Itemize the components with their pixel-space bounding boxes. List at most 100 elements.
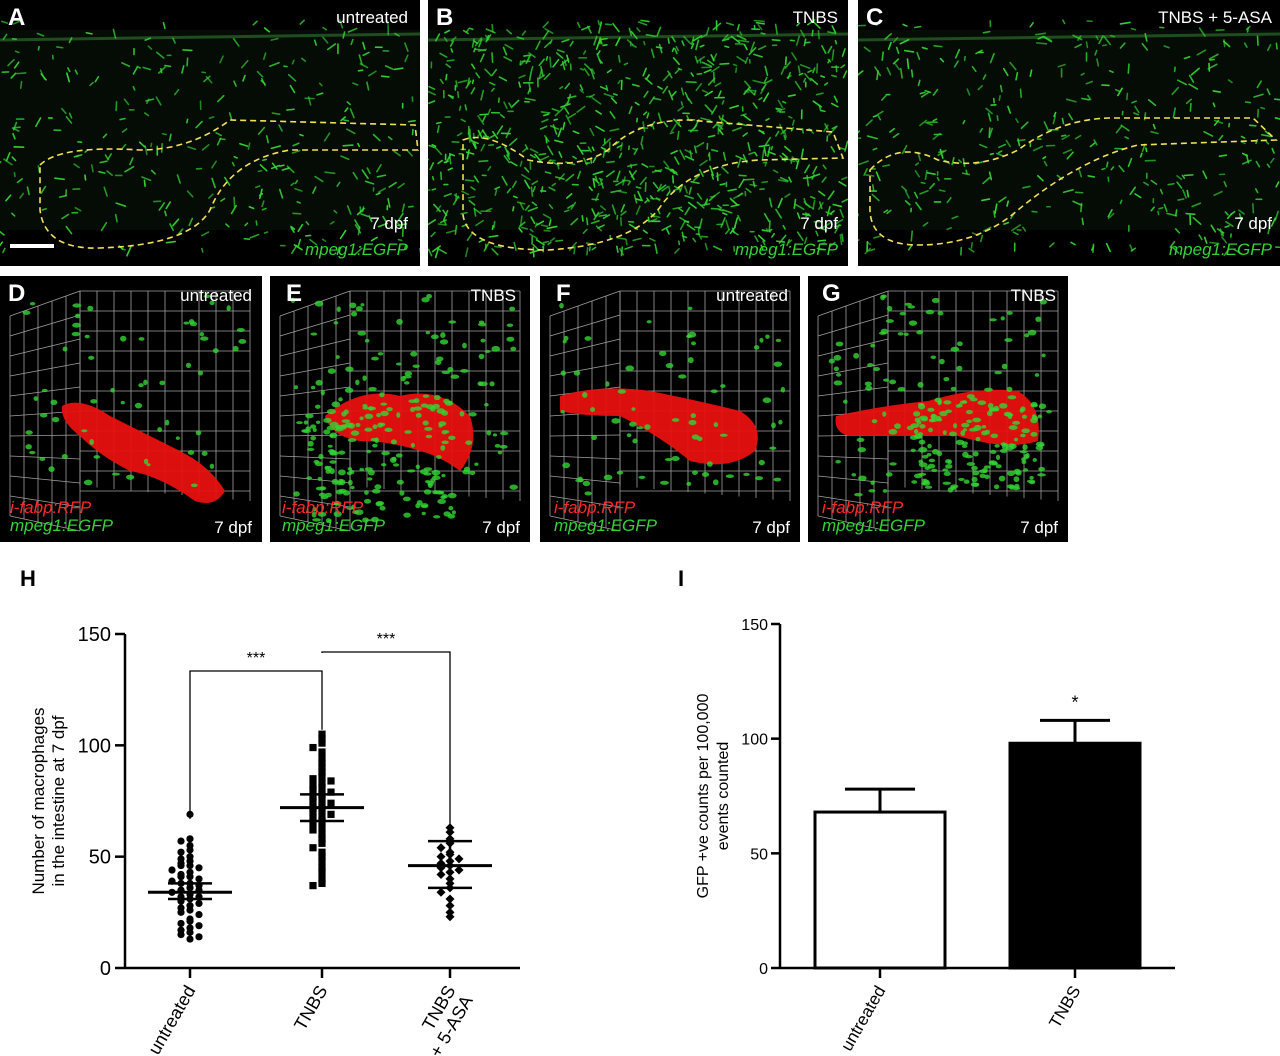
macrophage-cell — [532, 185, 536, 193]
macrophage-cell — [351, 504, 356, 510]
macrophage-cell — [158, 202, 166, 211]
macrophage-cell — [291, 244, 298, 254]
macrophage-cell — [506, 150, 510, 155]
grid-line — [9, 314, 81, 337]
macrophage-cell — [996, 115, 999, 121]
macrophage-cell — [998, 143, 1007, 149]
macrophage-cell — [690, 180, 700, 185]
macrophage-cell — [338, 450, 346, 455]
macrophage-cell — [484, 402, 489, 407]
macrophage-cell — [679, 149, 686, 160]
macrophage-cell — [1139, 152, 1143, 158]
data-point — [327, 799, 335, 807]
macrophage-cell — [664, 458, 673, 462]
macrophage-cell — [326, 43, 337, 51]
macrophage-cell — [812, 20, 821, 29]
macrophage-cell — [327, 368, 336, 374]
macrophage-cell — [1254, 188, 1259, 194]
macrophage-cell — [354, 219, 361, 230]
macrophage-cell — [998, 475, 1006, 482]
macrophage-cell — [868, 20, 878, 27]
macrophage-cell — [592, 170, 604, 176]
macrophage-cell — [908, 320, 918, 326]
macrophage-cell — [761, 180, 769, 184]
macrophage-cell — [1101, 44, 1108, 47]
macrophage-cell — [441, 494, 448, 499]
macrophage-cell — [542, 240, 550, 244]
macrophage-cell — [738, 178, 745, 189]
macrophage-cell — [642, 67, 647, 77]
macrophage-cell — [144, 37, 152, 41]
macrophage-cell — [836, 372, 842, 377]
macrophage-cell — [531, 180, 539, 185]
data-point — [318, 853, 326, 861]
macrophage-cell — [362, 51, 370, 57]
macrophage-cell — [159, 380, 166, 386]
macrophage-cell — [329, 221, 335, 225]
macrophage-cell — [665, 362, 674, 369]
macrophage-cell — [493, 245, 502, 249]
macrophage-cell — [630, 170, 637, 178]
macrophage-cell — [717, 90, 722, 98]
macrophage-cell — [765, 228, 772, 233]
y-tick-label: 50 — [750, 846, 768, 863]
macrophage-cell — [89, 81, 94, 87]
macrophage-cell — [598, 25, 602, 34]
macrophage-cell — [358, 54, 363, 66]
macrophage-cell — [87, 305, 94, 311]
macrophage-cell — [921, 46, 928, 50]
macrophage-cell — [443, 219, 447, 226]
macrophage-cell — [720, 217, 726, 228]
panel-g-image: G TNBS i-fabp:RFP mpeg1:EGFP 7 dpf — [808, 276, 1068, 542]
marker-red-label: i-fabp:RFP — [282, 498, 364, 517]
macrophage-cell — [372, 424, 378, 430]
macrophage-cell — [548, 186, 556, 192]
macrophage-cell — [450, 36, 457, 42]
macrophage-cell — [530, 186, 534, 197]
macrophage-cell — [355, 379, 360, 386]
macrophage-cell — [1145, 147, 1148, 153]
macrophage-cell — [259, 163, 268, 172]
macrophage-cell — [359, 416, 364, 421]
macrophage-cell — [730, 35, 741, 44]
macrophage-cell — [420, 403, 429, 408]
macrophage-cell — [364, 180, 375, 185]
stage-label: 7 dpf — [370, 214, 408, 233]
macrophage-cell — [1039, 299, 1047, 305]
macrophage-cell — [325, 518, 332, 524]
macrophage-cell — [1172, 247, 1180, 254]
macrophage-cell — [187, 146, 197, 151]
macrophage-cell — [421, 297, 430, 303]
macrophage-cell — [922, 221, 929, 227]
data-point — [318, 864, 326, 872]
macrophage-cell — [985, 107, 993, 115]
macrophage-cell — [461, 190, 470, 196]
macrophage-cell — [841, 48, 846, 57]
macrophage-cell — [239, 142, 249, 147]
macrophage-cell — [1269, 157, 1275, 164]
macrophage-cell — [956, 365, 963, 371]
macrophage-cell — [431, 175, 435, 181]
macrophage-cell — [299, 133, 304, 137]
macrophage-cell — [208, 116, 215, 119]
macrophage-cell — [1115, 125, 1123, 134]
macrophage-cell — [331, 478, 339, 485]
macrophage-cell — [686, 334, 691, 338]
macrophage-cell — [712, 245, 723, 251]
macrophage-cell — [360, 303, 365, 307]
macrophage-cell — [703, 199, 708, 207]
macrophage-cell — [719, 62, 730, 65]
macrophage-cell — [446, 59, 455, 62]
macrophage-cell — [732, 63, 738, 67]
macrophage-cell — [465, 28, 470, 33]
macrophage-cell — [349, 302, 357, 309]
macrophage-cell — [1129, 186, 1136, 196]
macrophage-cell — [899, 311, 907, 316]
macrophage-cell — [350, 485, 355, 490]
marker-label: mpeg1:EGFP — [1169, 240, 1272, 259]
y-axis-label-line: in the intestine at 7 dpf — [49, 715, 68, 886]
macrophage-cell — [865, 119, 873, 127]
macrophage-cell — [742, 132, 748, 137]
macrophage-cell — [431, 188, 437, 191]
macrophage-cell — [603, 93, 615, 98]
